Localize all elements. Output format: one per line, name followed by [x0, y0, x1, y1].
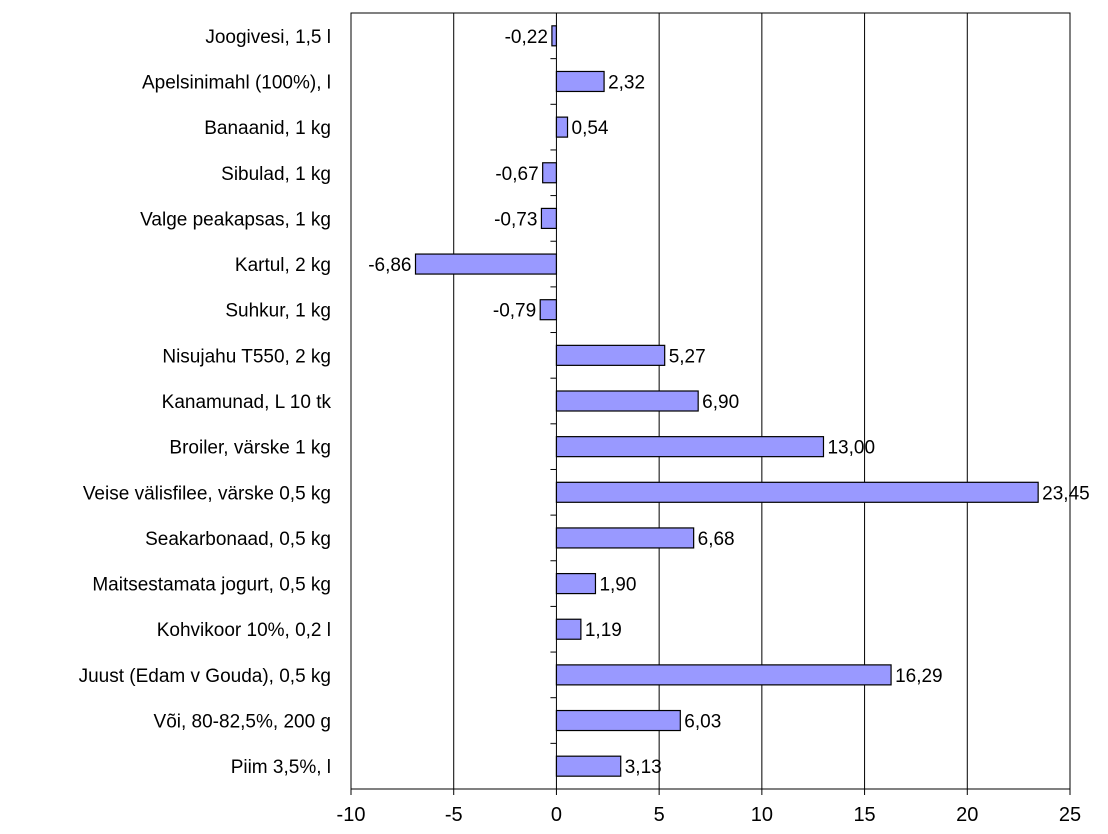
- data-label: -0,79: [493, 301, 536, 322]
- bar: [414, 253, 558, 275]
- category-label: Veise välisfilee, värske 0,5 kg: [83, 483, 331, 504]
- data-label: -6,86: [368, 255, 411, 276]
- bar: [555, 664, 892, 686]
- bar: [555, 436, 825, 458]
- data-label: -0,73: [494, 209, 537, 230]
- category-label: Broiler, värske 1 kg: [169, 438, 331, 459]
- x-tick-label: 5: [654, 804, 665, 826]
- bar: [555, 572, 597, 595]
- data-label: 16,29: [895, 666, 943, 687]
- data-label: 1,19: [585, 620, 622, 641]
- category-label: Valge peakapsas, 1 kg: [140, 209, 331, 230]
- bar: [555, 709, 681, 732]
- bar: [555, 116, 569, 138]
- data-label: 0,54: [572, 118, 609, 139]
- category-label: Maitsestamata jogurt, 0,5 kg: [92, 575, 331, 596]
- bar: [555, 390, 699, 412]
- category-label: Või, 80-82,5%, 200 g: [154, 712, 331, 733]
- category-label: Kanamunad, L 10 tk: [162, 392, 332, 413]
- bars: [414, 25, 1039, 777]
- category-label: Nisujahu T550, 2 kg: [162, 346, 331, 367]
- category-label: Piim 3,5%, l: [231, 757, 331, 778]
- bar: [555, 344, 666, 366]
- category-label: Apelsinimahl (100%), l: [142, 72, 331, 93]
- bar: [551, 25, 558, 47]
- category-label: Seakarbonaad, 0,5 kg: [145, 529, 331, 550]
- category-label: Kartul, 2 kg: [235, 255, 331, 276]
- category-label: Kohvikoor 10%, 0,2 l: [157, 620, 331, 641]
- category-label: Juust (Edam v Gouda), 0,5 kg: [79, 666, 331, 687]
- bar: [555, 481, 1039, 503]
- x-tick-label: -5: [445, 804, 463, 826]
- data-label: 13,00: [827, 438, 875, 459]
- data-label: 3,13: [625, 757, 662, 778]
- labels: -10 -5 0 5 10 15 20 25 -0,22 Joogivesi, 1,5 l 2,32…: [79, 27, 1090, 826]
- data-label: -0,67: [495, 164, 538, 185]
- bar: [555, 755, 622, 777]
- category-label: Joogivesi, 1,5 l: [205, 27, 331, 48]
- category-label: Banaanid, 1 kg: [204, 118, 331, 139]
- data-label: 6,90: [702, 392, 739, 413]
- gridlines: [350, 12, 1071, 790]
- bar: [555, 527, 695, 549]
- x-tick-label: 0: [551, 804, 562, 826]
- data-label: 23,45: [1042, 483, 1090, 504]
- data-label: 6,03: [684, 712, 721, 733]
- plot-area-border: [350, 12, 1071, 790]
- x-tick-label: 20: [956, 804, 978, 826]
- bar: [542, 162, 558, 184]
- category-label: Sibulad, 1 kg: [221, 164, 331, 185]
- x-tick-label: 25: [1059, 804, 1081, 826]
- data-label: 1,90: [599, 575, 636, 596]
- x-tick-label: 10: [751, 804, 773, 826]
- bar: [540, 207, 558, 230]
- data-label: -0,22: [505, 27, 548, 48]
- bar: [555, 618, 582, 640]
- category-label: Suhkur, 1 kg: [225, 301, 331, 322]
- x-tick-label: -10: [337, 804, 366, 826]
- axes: [350, 12, 1071, 795]
- data-label: 6,68: [698, 529, 735, 550]
- bar: [539, 299, 558, 321]
- x-tick-label: 15: [853, 804, 875, 826]
- bar: [555, 70, 605, 93]
- data-label: 2,32: [608, 72, 645, 93]
- data-label: 5,27: [669, 346, 706, 367]
